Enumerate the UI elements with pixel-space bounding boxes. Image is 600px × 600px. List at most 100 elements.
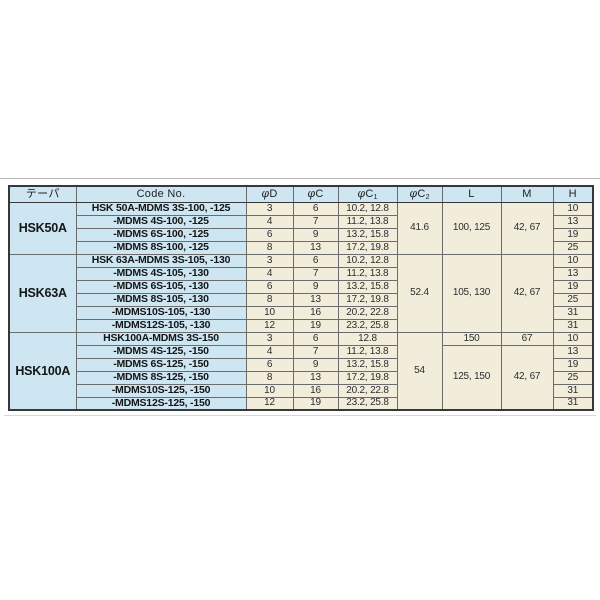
h-cell: 13 xyxy=(552,214,594,229)
code-cell: -MDMS 8S-105, -130 xyxy=(75,292,247,307)
m-cell: 67 xyxy=(500,331,554,346)
code-cell: HSK 63A-MDMS 3S-105, -130 xyxy=(75,253,247,268)
phi-c-cell: 9 xyxy=(292,227,339,242)
phi-symbol: φ xyxy=(261,187,270,201)
code-cell: -MDMS 8S-125, -150 xyxy=(75,370,247,385)
phi-c-cell: 16 xyxy=(292,305,339,320)
phi-d-cell: 6 xyxy=(245,227,294,242)
phi-c1-cell: 12.8 xyxy=(337,331,398,346)
phi-c-cell: 13 xyxy=(292,292,339,307)
h-cell: 25 xyxy=(552,370,594,385)
code-cell: -MDMS 6S-105, -130 xyxy=(75,279,247,294)
bottom-shadow-line xyxy=(4,415,596,416)
phi-c-cell: 9 xyxy=(292,279,339,294)
header-label: C xyxy=(365,187,374,200)
phi-d-cell: 3 xyxy=(245,331,294,346)
h-cell: 10 xyxy=(552,331,594,346)
code-cell: -MDMS12S-105, -130 xyxy=(75,318,247,333)
code-cell: -MDMS 6S-125, -150 xyxy=(75,357,247,372)
h-cell: 31 xyxy=(552,305,594,320)
phi-c1-cell: 11.2, 13.8 xyxy=(337,344,398,359)
code-cell: -MDMS10S-105, -130 xyxy=(75,305,247,320)
table-row: -MDMS 4S-100, -125 4 7 11.2, 13.8 13 xyxy=(9,214,594,229)
header-phi-c1: φC1 xyxy=(337,185,398,203)
table-row: -MDMS 4S-125, -150 4 7 11.2, 13.8 125, 150 42… xyxy=(9,344,594,411)
phi-c1-cell: 23.2, 25.8 xyxy=(337,396,398,411)
phi-c-cell: 7 xyxy=(292,344,339,359)
h-cell: 19 xyxy=(552,357,594,372)
phi-d-cell: 3 xyxy=(245,201,294,216)
header-label: M xyxy=(522,187,532,200)
phi-d-cell: 10 xyxy=(245,305,294,320)
phi-c2-cell: 54 xyxy=(396,331,443,411)
spec-table: テーパ Code No. φD φC φC1 φC2 L M H HSK50A H… xyxy=(8,185,594,411)
phi-c1-cell: 20.2, 22.8 xyxy=(337,305,398,320)
table-row: -MDMS 6S-125, -150 6 9 13.2, 15.8 19 xyxy=(9,357,594,372)
code-cell: HSK100A-MDMS 3S-150 xyxy=(75,331,247,346)
taper-cell: HSK63A xyxy=(8,253,77,333)
code-cell: -MDMS12S-125, -150 xyxy=(75,396,247,411)
table-row: -MDMS 8S-125, -150 8 13 17.2, 19.8 25 xyxy=(9,370,594,385)
phi-d-cell: 6 xyxy=(245,357,294,372)
taper-cell: HSK100A xyxy=(8,331,77,411)
phi-d-cell: 10 xyxy=(245,383,294,398)
phi-symbol: φ xyxy=(409,186,418,200)
table-row: -MDMS 8S-105, -130 8 13 17.2, 19.8 25 xyxy=(9,292,594,307)
phi-c1-cell: 11.2, 13.8 xyxy=(337,266,398,281)
table-row: HSK100A HSK100A-MDMS 3S-150 3 6 12.8 54 150 67 1… xyxy=(8,331,594,411)
h-cell: 31 xyxy=(552,318,594,333)
header-code-no: Code No. xyxy=(75,185,247,203)
header-row: テーパ Code No. φD φC φC1 φC2 L M H xyxy=(8,185,594,203)
m-cell: 42, 67 xyxy=(500,201,554,255)
h-cell: 10 xyxy=(552,253,594,268)
table-row: -MDMS12S-105, -130 12 19 23.2, 25.8 31 xyxy=(9,318,594,333)
h-cell: 25 xyxy=(552,292,594,307)
l-cell: 150 xyxy=(441,331,502,346)
code-cell: -MDMS 4S-125, -150 xyxy=(75,344,247,359)
h-cell: 19 xyxy=(552,279,594,294)
phi-d-cell: 4 xyxy=(245,344,294,359)
phi-d-cell: 3 xyxy=(245,253,294,268)
phi-c-cell: 19 xyxy=(292,318,339,333)
h-cell: 19 xyxy=(552,227,594,242)
table-body: HSK50A HSK 50A-MDMS 3S-100, -125 3 6 10.2, 1… xyxy=(8,201,594,411)
h-cell: 13 xyxy=(552,344,594,359)
table-row: -MDMS 6S-105, -130 6 9 13.2, 15.8 19 xyxy=(9,279,594,294)
top-divider-line xyxy=(0,178,600,179)
header-label: L xyxy=(468,187,475,200)
phi-c1-cell: 11.2, 13.8 xyxy=(337,214,398,229)
phi-d-cell: 8 xyxy=(245,370,294,385)
l-cell: 100, 125 xyxy=(441,201,502,255)
phi-c1-cell: 23.2, 25.8 xyxy=(337,318,398,333)
subscript: 2 xyxy=(425,193,430,201)
header-phi-d: φD xyxy=(245,185,294,203)
header-label: D xyxy=(269,188,278,201)
code-cell: -MDMS 8S-100, -125 xyxy=(75,240,247,255)
phi-c1-cell: 13.2, 15.8 xyxy=(337,357,398,372)
phi-c1-cell: 17.2, 19.8 xyxy=(337,292,398,307)
header-label: Code No. xyxy=(136,187,186,200)
code-cell: -MDMS 4S-105, -130 xyxy=(75,266,247,281)
l-cell: 125, 150 xyxy=(441,344,502,411)
header-label: H xyxy=(568,187,577,200)
h-cell: 10 xyxy=(552,201,594,216)
phi-c1-cell: 13.2, 15.8 xyxy=(337,279,398,294)
h-cell: 13 xyxy=(552,266,594,281)
header-h: H xyxy=(552,185,594,203)
h-cell: 31 xyxy=(552,383,594,398)
subscript: 1 xyxy=(373,193,378,201)
code-cell: -MDMS 4S-100, -125 xyxy=(75,214,247,229)
phi-c-cell: 13 xyxy=(292,370,339,385)
phi-c2-cell: 41.6 xyxy=(396,201,443,255)
code-cell: -MDMS10S-125, -150 xyxy=(75,383,247,398)
phi-c1-cell: 10.2, 12.8 xyxy=(337,201,398,216)
phi-c-cell: 7 xyxy=(292,266,339,281)
header-label: C xyxy=(315,188,324,201)
header-m: M xyxy=(500,185,554,203)
table-row: HSK50A HSK 50A-MDMS 3S-100, -125 3 6 10.2, 1… xyxy=(8,201,594,255)
phi-d-cell: 8 xyxy=(245,240,294,255)
phi-d-cell: 12 xyxy=(245,318,294,333)
phi-c1-cell: 20.2, 22.8 xyxy=(337,383,398,398)
phi-c-cell: 6 xyxy=(292,253,339,268)
code-cell: -MDMS 6S-100, -125 xyxy=(75,227,247,242)
